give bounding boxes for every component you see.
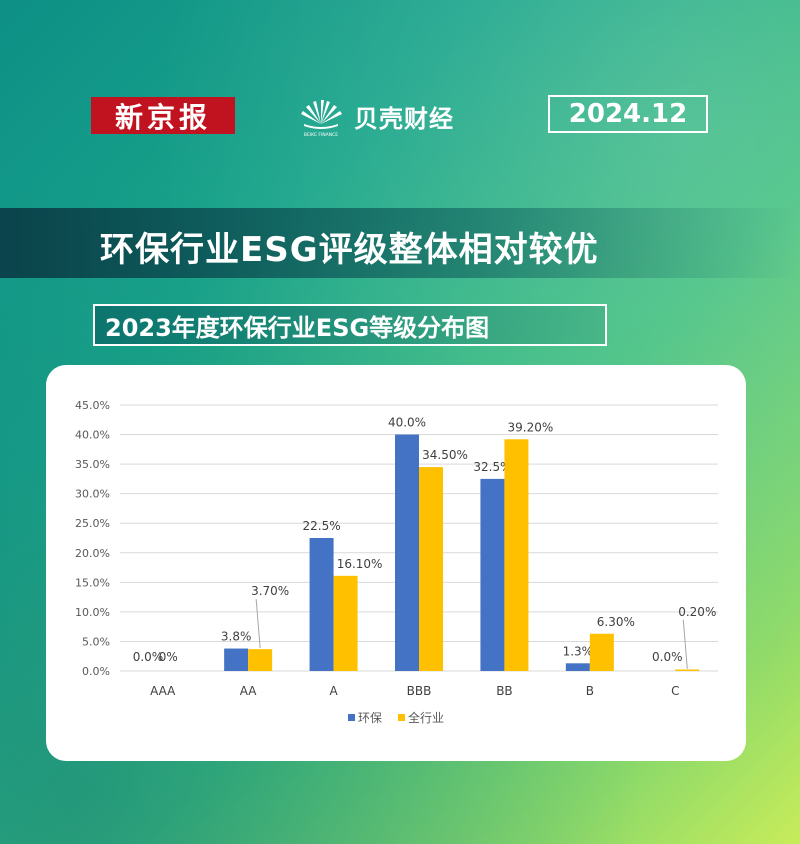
data-label: 16.10% (337, 557, 383, 571)
y-tick-label: 0.0% (82, 665, 110, 678)
y-tick-label: 15.0% (75, 576, 110, 589)
data-label: 40.0% (388, 416, 426, 430)
headline: 环保行业ESG评级整体相对较优 (100, 230, 599, 270)
bar-huanbao (395, 434, 419, 671)
data-label: 6.30% (597, 615, 635, 629)
data-label-leader (255, 599, 261, 649)
y-tick-label: 40.0% (75, 429, 110, 442)
bar-quanhangye (504, 439, 529, 671)
bar-huanbao (224, 648, 249, 671)
data-label: 32.5% (473, 460, 511, 474)
chart-card: 0.0% 5.0% 10.0% 15.0% 20.0% 25.0% 30.0% 35.0% 40… (46, 365, 746, 761)
data-label: 0.0% (652, 650, 683, 664)
y-tick-label: 25.0% (75, 517, 110, 530)
x-tick-label: C (671, 684, 679, 698)
y-tick-label: 30.0% (75, 488, 110, 501)
data-label: 1.3% (563, 644, 594, 658)
bar-quanhangye (589, 633, 614, 671)
beike-logo-small-text: BEIKE FINANCE (304, 132, 338, 138)
xinjingbao-logo-text: 新京报 (114, 100, 211, 134)
date-badge: 2024.12 (548, 95, 708, 133)
y-tick-label: 10.0% (75, 606, 110, 619)
chart-subtitle: 2023年度环保行业ESG等级分布图 (105, 313, 490, 342)
bar-quanhangye (248, 649, 273, 671)
y-tick-label: 20.0% (75, 547, 110, 560)
x-tick-label: BBB (407, 684, 432, 698)
x-tick-label: B (586, 684, 594, 698)
legend-label: 全行业 (408, 710, 444, 725)
xinjingbao-logo: 新京报 (91, 97, 235, 134)
data-label: 0.0% (133, 650, 164, 664)
chart-subtitle-box: 2023年度环保行业ESG等级分布图 (93, 304, 607, 346)
bar-quanhangye (333, 575, 358, 671)
data-label: 22.5% (303, 519, 341, 533)
bar-quanhangye (419, 467, 443, 671)
data-label: 3.8% (221, 630, 252, 644)
x-tick-label: AAA (150, 684, 176, 698)
y-tick-label: 5.0% (82, 635, 110, 648)
legend-label: 环保 (358, 711, 382, 725)
beike-finance-logo: BEIKE FINANCE 贝壳财经 (296, 94, 454, 138)
bar-huanbao (309, 538, 334, 671)
x-tick-label: BB (496, 684, 512, 698)
data-label: 39.20% (508, 420, 554, 434)
data-label: 0% (159, 650, 178, 664)
legend-swatch (348, 714, 355, 721)
date-text: 2024.12 (568, 99, 688, 129)
headline-banner (0, 208, 800, 278)
y-tick-label: 35.0% (75, 458, 110, 471)
legend-swatch (398, 714, 405, 721)
y-tick-label: 45.0% (75, 399, 110, 412)
shell-icon: BEIKE FINANCE (301, 100, 342, 138)
x-tick-label: A (329, 684, 338, 698)
bar-huanbao (480, 478, 505, 671)
beike-logo-text: 贝壳财经 (354, 104, 454, 133)
x-tick-label: AA (240, 684, 258, 698)
data-label: 3.70% (251, 584, 289, 598)
bar-chart: 0.0% 5.0% 10.0% 15.0% 20.0% 25.0% 30.0% 35.0% 40… (75, 399, 718, 725)
data-label: 34.50% (422, 448, 468, 462)
data-label-leader (682, 619, 688, 669)
data-label: 0.20% (678, 605, 716, 619)
bar-quanhangye (675, 669, 700, 671)
bar-huanbao (565, 663, 590, 671)
